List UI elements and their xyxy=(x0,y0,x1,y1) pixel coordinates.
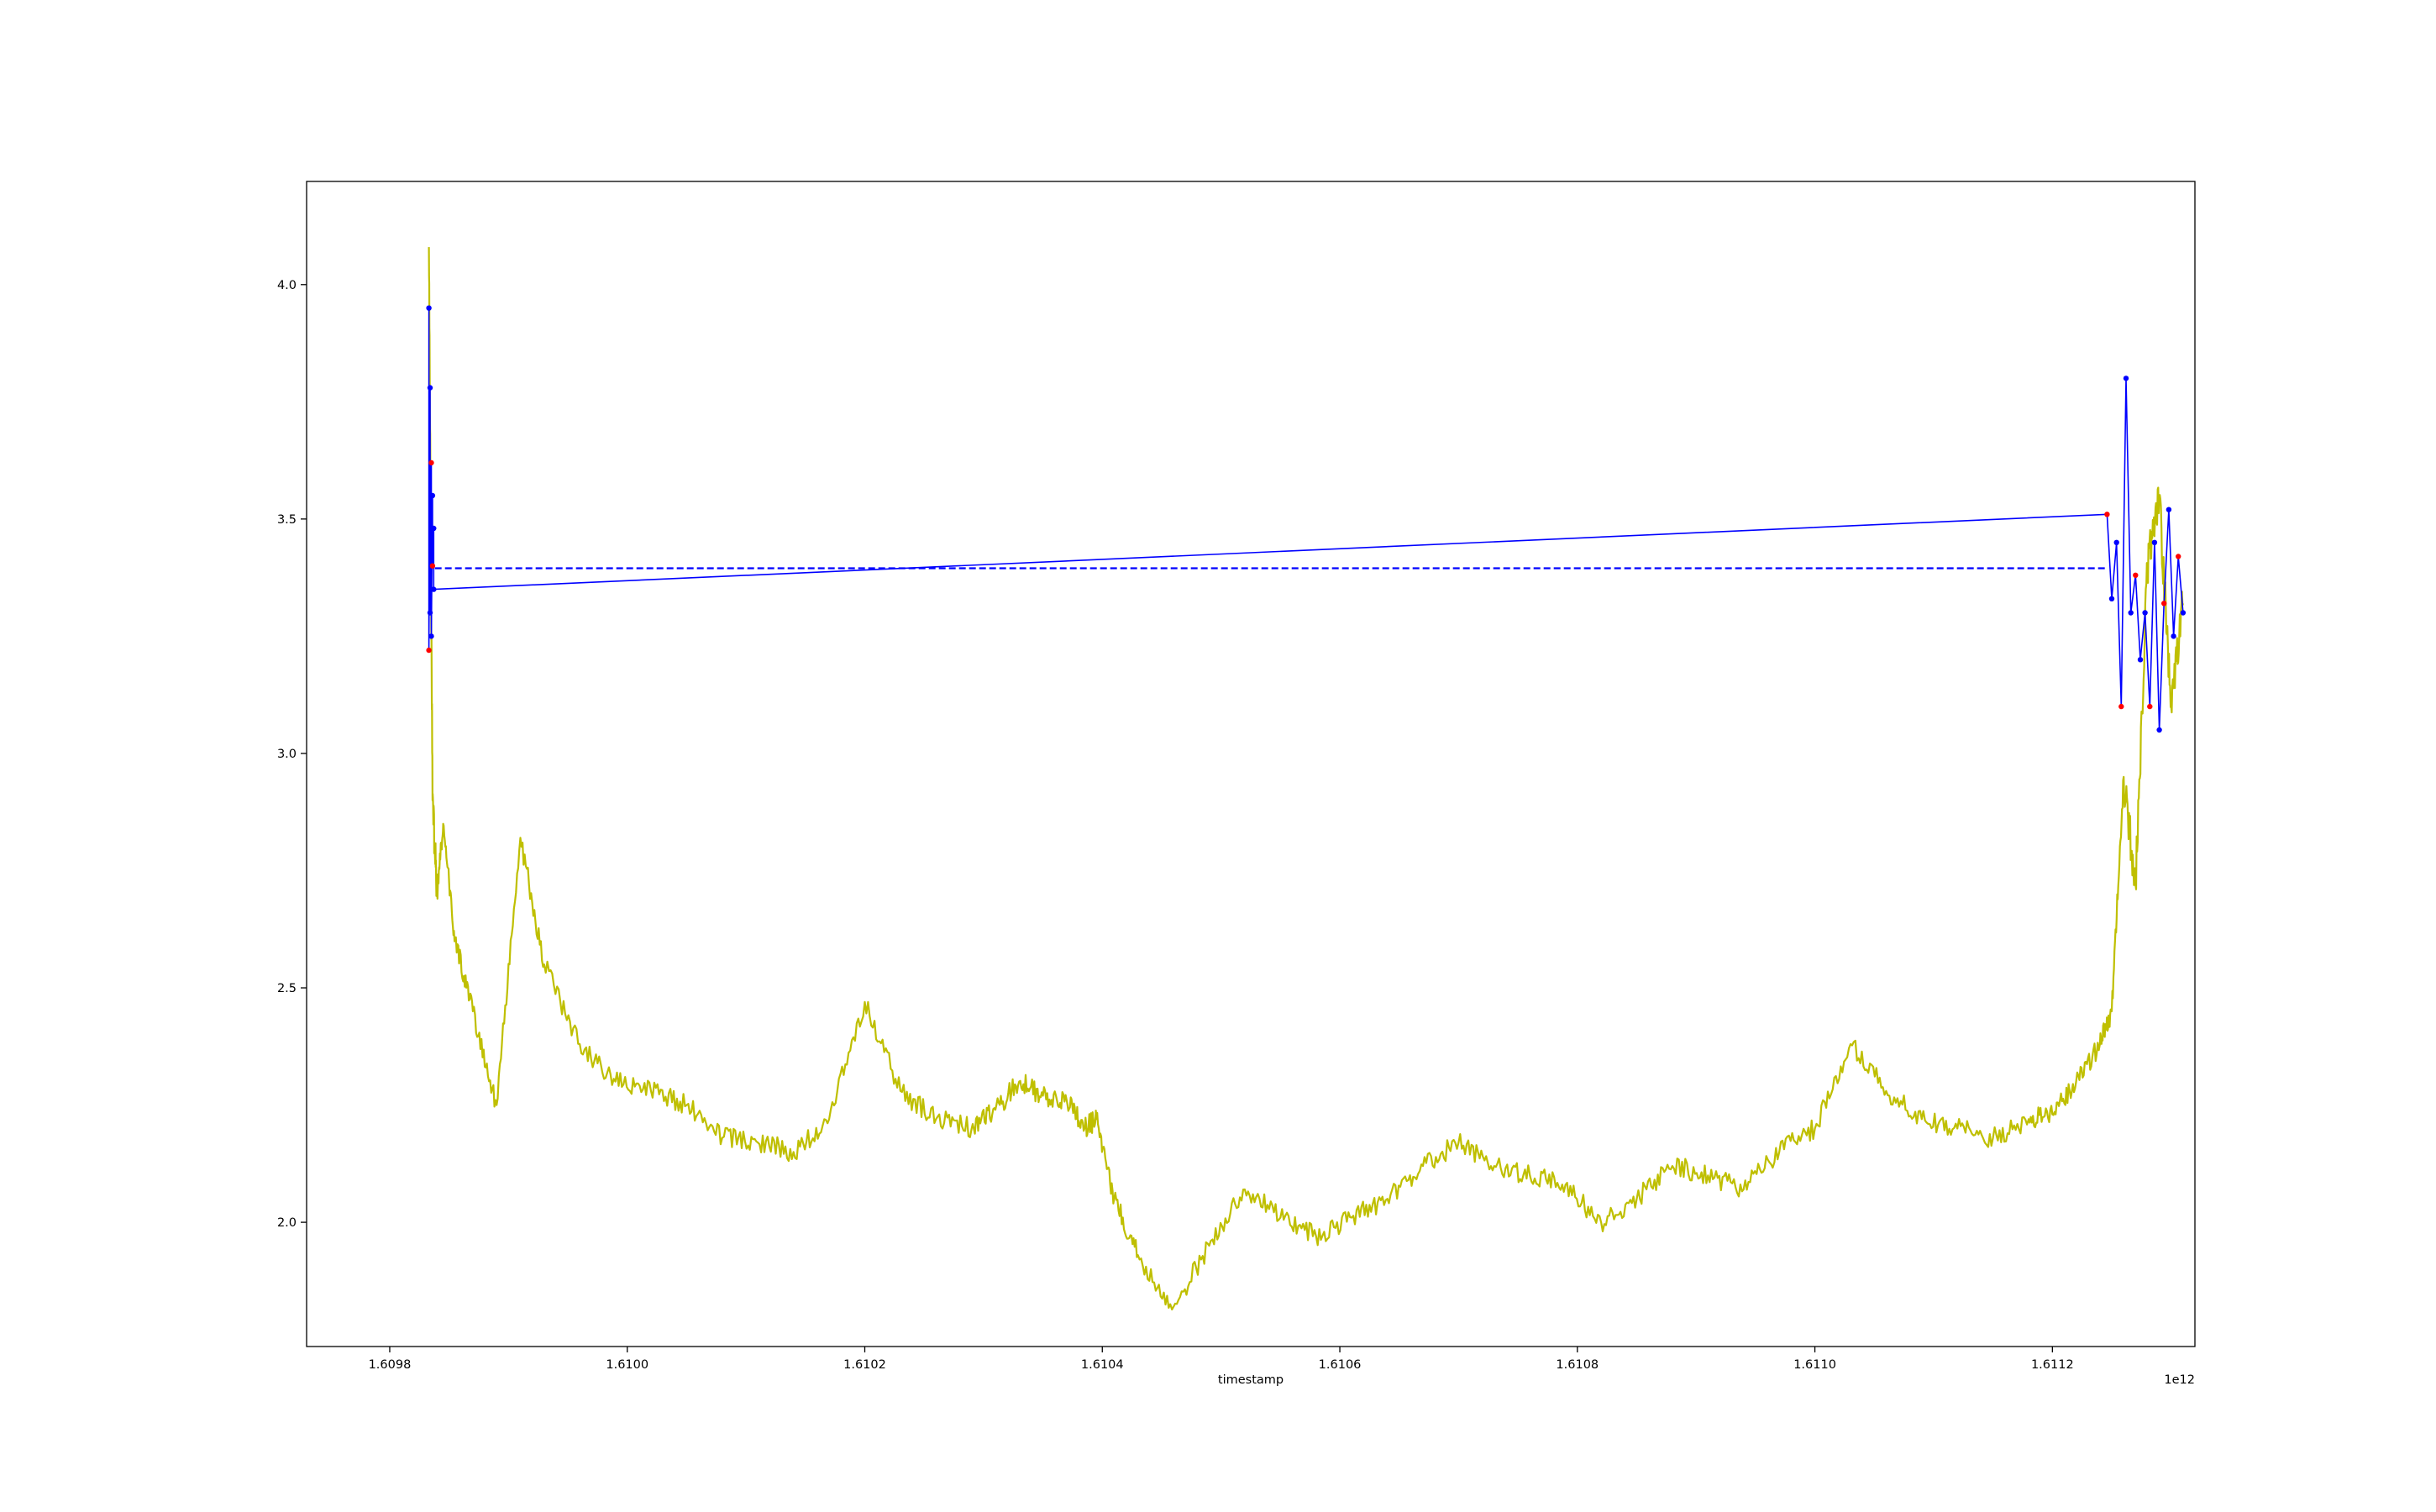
x-tick-label: 1.6098 xyxy=(369,1358,412,1372)
data-point xyxy=(2128,610,2134,616)
data-point xyxy=(2118,703,2124,710)
x-axis-label: timestamp xyxy=(1218,1373,1284,1387)
x-axis: 1.6098 1.6100 1.6102 1.6104 1.6106 1.6108 1.61… xyxy=(369,1347,2074,1372)
data-point xyxy=(2137,657,2144,663)
x-tick-label: 1.6104 xyxy=(1081,1358,1124,1372)
data-point xyxy=(2123,375,2129,381)
data-point xyxy=(429,563,436,569)
data-point xyxy=(2113,539,2119,545)
y-tick-label: 2.5 xyxy=(277,982,297,995)
x-tick-label: 1.6112 xyxy=(2031,1358,2074,1372)
series-line-price xyxy=(428,247,2184,1310)
data-point xyxy=(2133,572,2139,578)
data-point xyxy=(2108,596,2115,601)
x-tick-label: 1.6100 xyxy=(606,1358,648,1372)
y-tick-label: 4.0 xyxy=(277,279,297,292)
x-offset-label: 1e12 xyxy=(2164,1373,2195,1387)
x-tick-label: 1.6106 xyxy=(1319,1358,1362,1372)
data-point xyxy=(431,586,437,592)
y-tick-label: 2.0 xyxy=(277,1216,297,1230)
data-point xyxy=(428,459,434,466)
data-point xyxy=(427,610,433,616)
y-axis: 2.0 2.5 3.0 3.5 4.0 xyxy=(277,279,307,1230)
data-point xyxy=(429,492,436,499)
data-point xyxy=(2151,539,2158,545)
data-point xyxy=(2142,610,2148,616)
data-point xyxy=(426,647,432,654)
data-point xyxy=(2161,601,2167,606)
data-point xyxy=(2180,610,2187,616)
data-point xyxy=(2171,633,2176,639)
data-point xyxy=(2176,554,2181,559)
y-tick-label: 3.5 xyxy=(277,513,297,527)
x-tick-label: 1.6102 xyxy=(843,1358,886,1372)
x-tick-label: 1.6108 xyxy=(1556,1358,1599,1372)
y-tick-label: 3.0 xyxy=(277,748,297,761)
plot-frame xyxy=(306,181,2196,1347)
plot-area xyxy=(426,247,2187,1310)
data-point xyxy=(2166,507,2172,512)
x-tick-label: 1.6110 xyxy=(1793,1358,1836,1372)
data-point xyxy=(428,633,434,639)
data-point xyxy=(2104,512,2110,517)
data-point xyxy=(2156,727,2162,733)
data-point xyxy=(427,385,433,391)
data-point xyxy=(431,525,437,532)
data-point xyxy=(426,305,432,311)
data-point xyxy=(2147,703,2153,710)
